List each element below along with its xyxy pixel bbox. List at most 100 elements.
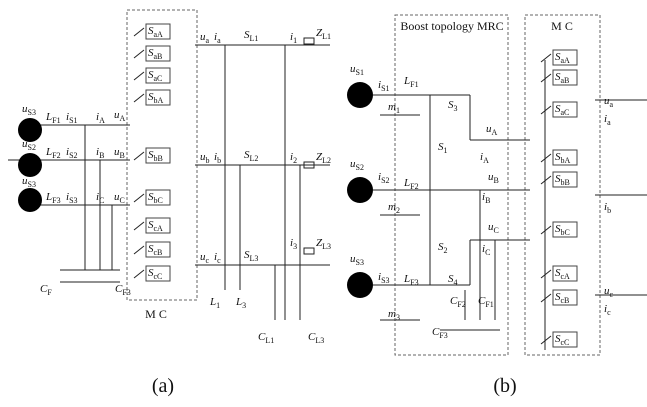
label-main: m: [388, 201, 396, 213]
label-sub: a: [610, 100, 614, 109]
switch: [541, 74, 551, 82]
component-label: i1: [290, 31, 297, 45]
component-label: L3: [235, 296, 246, 310]
label-sub: F1: [485, 300, 493, 309]
label-sub: A: [492, 128, 498, 137]
label-sub: S3: [28, 180, 36, 189]
label-sub: F1: [52, 116, 60, 125]
label-sub: cC: [154, 272, 163, 281]
component-label: iA: [480, 151, 489, 165]
label-sub: L3: [322, 242, 331, 251]
label-sub: aB: [561, 76, 570, 85]
component-label: uc: [604, 285, 614, 299]
component-label: LF3: [45, 191, 61, 205]
label-sub: S1: [356, 68, 364, 77]
label-sub: bA: [561, 156, 571, 165]
label-sub: a: [206, 36, 210, 45]
label-sub: cA: [154, 224, 164, 233]
label-sub: S3: [381, 276, 389, 285]
switch: [134, 152, 144, 160]
label-sub: bB: [561, 178, 570, 187]
component-label: uC: [114, 191, 125, 205]
label-sub: S1: [381, 84, 389, 93]
component-label: CF1: [478, 295, 494, 309]
switch: [134, 246, 144, 254]
label-sub: F3: [52, 196, 60, 205]
component-label: LF1: [45, 111, 61, 125]
label-sub: C: [99, 196, 104, 205]
label-sub: A: [483, 156, 489, 165]
label-main: L: [45, 111, 52, 123]
caption: (b): [493, 375, 516, 397]
component-label: iA: [96, 111, 105, 125]
component-label: iS2: [378, 171, 390, 185]
label-sub: bA: [154, 96, 164, 105]
label-sub: L1: [322, 32, 331, 41]
label-sub: b: [607, 206, 611, 215]
component-label: m2: [388, 201, 400, 215]
component-label: SL3: [244, 249, 258, 263]
component-label: uB: [114, 146, 125, 160]
label-sub: L1: [265, 336, 274, 345]
label-sub: F3: [122, 288, 130, 297]
component-label: ScA: [555, 267, 570, 281]
component-label: ua: [200, 31, 210, 45]
component-label: uA: [486, 123, 498, 137]
label-sub: bC: [561, 228, 570, 237]
label-sub: S3: [69, 196, 77, 205]
component-label: LF2: [403, 177, 419, 191]
label-sub: 2: [293, 156, 297, 165]
label-sub: S2: [356, 163, 364, 172]
label-sub: L2: [322, 156, 331, 165]
label-sub: S1: [69, 116, 77, 125]
label-sub: C: [120, 196, 125, 205]
box-label: M C: [551, 19, 573, 33]
component-label: SaB: [555, 71, 569, 85]
label-sub: cA: [561, 272, 571, 281]
label-sub: F3: [439, 331, 447, 340]
component-label: ZL1: [316, 27, 331, 41]
component-label: SaC: [148, 69, 162, 83]
component-label: SaA: [555, 51, 570, 65]
label-main: L: [403, 177, 410, 189]
label-sub: b: [206, 156, 210, 165]
component-label: ScC: [148, 267, 162, 281]
label-sub: 1: [444, 146, 448, 155]
label-sub: L3: [250, 254, 259, 263]
label-sub: aB: [154, 52, 163, 61]
component-label: SaB: [148, 47, 162, 61]
label-sub: L3: [315, 336, 324, 345]
component-label: SbA: [148, 91, 164, 105]
label-sub: B: [99, 151, 104, 160]
component-label: iS1: [378, 79, 390, 93]
component-label: SbC: [555, 223, 570, 237]
component-label: uB: [488, 171, 499, 185]
component-label: ScA: [148, 219, 163, 233]
component-label: SbB: [555, 173, 570, 187]
label-main: L: [209, 296, 216, 308]
label-sub: 3: [454, 104, 458, 113]
component-label: ub: [200, 151, 210, 165]
component-label: iC: [482, 243, 490, 257]
load: [304, 248, 314, 254]
component-label: CF3: [432, 326, 448, 340]
component-label: CF: [40, 283, 52, 297]
label-sub: 3: [396, 313, 400, 322]
switch: [541, 54, 551, 62]
label-sub: c: [610, 290, 614, 299]
label-sub: A: [120, 114, 126, 123]
component-label: iS2: [66, 146, 78, 160]
component-label: SaA: [148, 25, 163, 39]
label-sub: 1: [293, 36, 297, 45]
switch: [134, 72, 144, 80]
label-sub: b: [217, 156, 221, 165]
label-sub: C: [494, 226, 499, 235]
component-label: LF3: [403, 273, 419, 287]
component-label: iB: [96, 146, 104, 160]
component-label: CF2: [450, 295, 466, 309]
component-label: ia: [214, 31, 221, 45]
diagram: (a) (b) M C Boost topology MRC M C uS3LF…: [0, 0, 647, 407]
component-label: uc: [200, 251, 210, 265]
component-label: iS1: [66, 111, 78, 125]
component-label: S1: [438, 141, 448, 155]
